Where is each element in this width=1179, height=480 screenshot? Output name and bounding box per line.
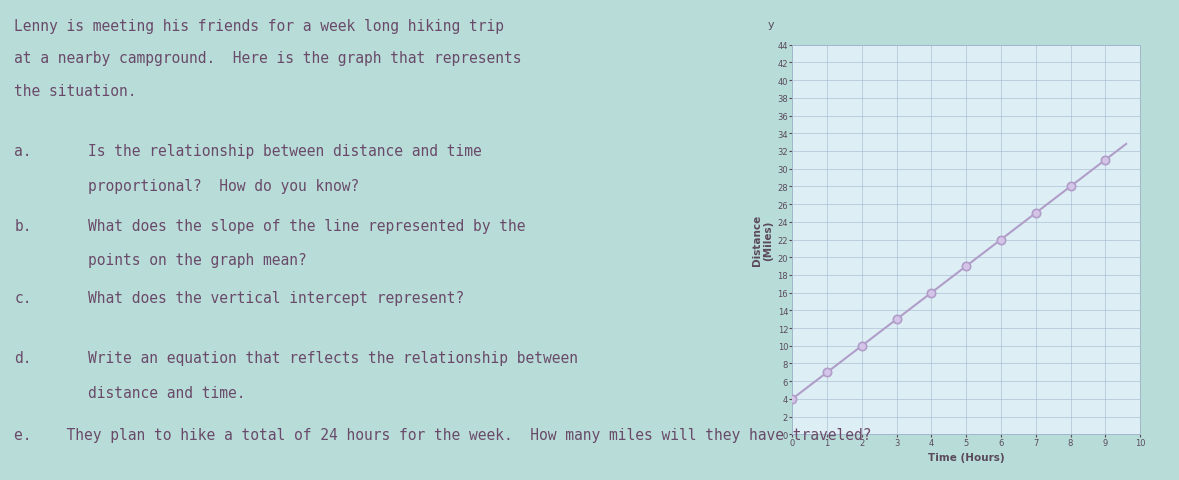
Text: Write an equation that reflects the relationship between: Write an equation that reflects the rela…: [88, 350, 579, 365]
Text: a.: a.: [14, 144, 32, 159]
Text: Lenny is meeting his friends for a week long hiking trip: Lenny is meeting his friends for a week …: [14, 19, 505, 34]
X-axis label: Time (Hours): Time (Hours): [928, 452, 1005, 462]
Text: points on the graph mean?: points on the graph mean?: [88, 253, 308, 268]
Text: What does the vertical intercept represent?: What does the vertical intercept represe…: [88, 290, 465, 305]
Y-axis label: Distance
(Miles): Distance (Miles): [751, 215, 773, 265]
Text: Is the relationship between distance and time: Is the relationship between distance and…: [88, 144, 482, 159]
Text: What does the slope of the line represented by the: What does the slope of the line represen…: [88, 218, 526, 233]
Text: proportional?  How do you know?: proportional? How do you know?: [88, 179, 360, 193]
Text: b.: b.: [14, 218, 32, 233]
Text: y: y: [768, 20, 775, 30]
Text: the situation.: the situation.: [14, 84, 137, 98]
Text: d.: d.: [14, 350, 32, 365]
Text: c.: c.: [14, 290, 32, 305]
Text: at a nearby campground.  Here is the graph that represents: at a nearby campground. Here is the grap…: [14, 51, 521, 66]
Text: distance and time.: distance and time.: [88, 385, 246, 400]
Text: e.    They plan to hike a total of 24 hours for the week.  How many miles will t: e. They plan to hike a total of 24 hours…: [14, 427, 871, 442]
